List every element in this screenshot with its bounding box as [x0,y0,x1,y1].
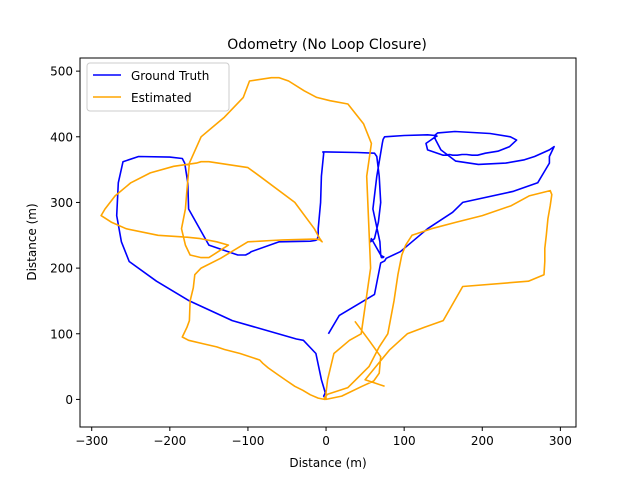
legend: Ground Truth Estimated [86,62,230,112]
series-line-estimated [100,76,553,401]
legend-label-estimated: Estimated [131,91,192,105]
x-tick-label: 0 [322,434,330,448]
x-tick-label: −100 [231,434,264,448]
y-tick-label: 400 [50,130,73,144]
y-axis: 0 100 200 300 400 500 [50,65,80,407]
x-tick-label: 100 [393,434,416,448]
y-tick-label: 0 [65,393,73,407]
x-axis-label: Distance (m) [289,456,366,470]
legend-frame [86,62,230,112]
x-tick-label: 300 [549,434,572,448]
series-line-ground-truth [115,130,555,400]
series-layer [100,76,555,401]
y-tick-label: 500 [50,65,73,79]
x-axis: −300 −200 −100 0 100 200 300 [75,427,572,448]
plot-frame [79,57,577,428]
x-tick-label: −200 [153,434,186,448]
y-axis-label: Distance (m) [25,203,39,280]
legend-label-ground-truth: Ground Truth [131,69,209,83]
x-tick-label: 200 [471,434,494,448]
chart-title: Odometry (No Loop Closure) [227,37,427,53]
y-tick-label: 200 [50,262,73,276]
y-tick-label: 100 [50,327,73,341]
plot-area [79,57,577,428]
x-tick-label: −300 [75,434,108,448]
y-tick-label: 300 [50,196,73,210]
